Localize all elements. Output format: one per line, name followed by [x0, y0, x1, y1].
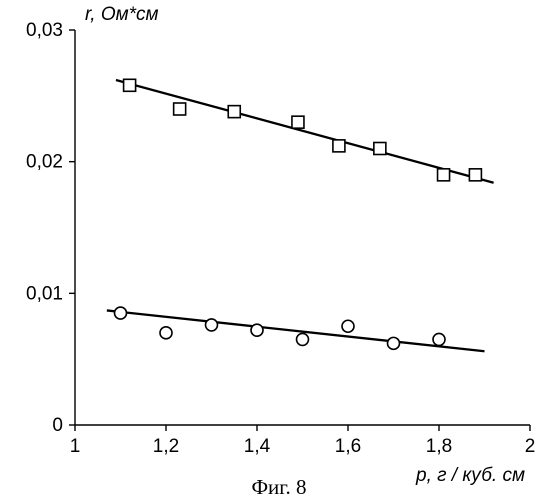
series-squares-marker — [292, 116, 304, 128]
series-circles-marker — [297, 333, 309, 345]
series-circles-marker — [206, 319, 218, 331]
series-circles-marker — [160, 327, 172, 339]
y-axis-label: r, Ом*см — [85, 4, 159, 25]
x-tick-label: 1,8 — [426, 436, 452, 457]
scatter-chart: 1 1,2 1,4 1,6 1,8 2 0 0,01 0,02 0,03 r, Ом*см p, г … — [0, 0, 558, 500]
y-tick-label: 0 — [52, 415, 63, 436]
chart-container: 1 1,2 1,4 1,6 1,8 2 0 0,01 0,02 0,03 r, Ом*см p, г … — [0, 0, 558, 500]
x-tick-label: 2 — [525, 436, 536, 457]
series-squares-marker — [228, 106, 240, 118]
series-circles-marker — [433, 333, 445, 345]
series-squares-marker — [374, 143, 386, 155]
series-circles-marker — [115, 307, 127, 319]
figure-caption: Фиг. 8 — [251, 475, 306, 499]
x-tick-label: 1,6 — [335, 436, 361, 457]
series-squares-marker — [124, 79, 136, 91]
y-tick-label: 0,03 — [26, 20, 63, 41]
x-tick-label: 1 — [70, 436, 81, 457]
series-squares-marker — [438, 169, 450, 181]
x-axis-label: p, г / куб. см — [415, 465, 525, 486]
x-tick-label: 1,4 — [244, 436, 271, 457]
series-squares-marker — [469, 169, 481, 181]
series-squares-marker — [174, 103, 186, 115]
series-circles-marker — [388, 337, 400, 349]
y-tick-label: 0,02 — [26, 152, 63, 173]
y-tick-label: 0,01 — [26, 283, 63, 304]
series-circles-marker — [342, 320, 354, 332]
series-circles-marker — [251, 324, 263, 336]
series-squares-marker — [333, 140, 345, 152]
x-tick-label: 1,2 — [153, 436, 179, 457]
